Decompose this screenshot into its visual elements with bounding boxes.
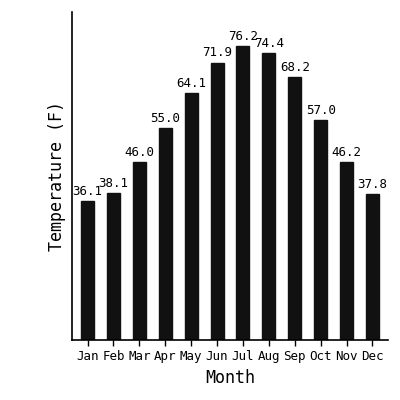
Bar <box>159 128 172 340</box>
Bar <box>314 120 327 340</box>
Text: 38.1: 38.1 <box>98 177 128 190</box>
Bar <box>236 46 250 340</box>
Bar <box>262 53 275 340</box>
Y-axis label: Temperature (F): Temperature (F) <box>48 101 66 251</box>
Bar <box>288 77 301 340</box>
Text: 55.0: 55.0 <box>150 112 180 125</box>
Text: 46.2: 46.2 <box>332 146 362 159</box>
Bar <box>81 201 94 340</box>
Text: 64.1: 64.1 <box>176 76 206 90</box>
Text: 37.8: 37.8 <box>358 178 388 191</box>
Bar <box>366 194 379 340</box>
X-axis label: Month: Month <box>205 369 255 387</box>
Text: 36.1: 36.1 <box>72 185 102 198</box>
Text: 46.0: 46.0 <box>124 146 154 160</box>
Text: 74.4: 74.4 <box>254 37 284 50</box>
Bar <box>185 93 198 340</box>
Bar <box>210 62 224 340</box>
Text: 76.2: 76.2 <box>228 30 258 43</box>
Bar <box>133 162 146 340</box>
Text: 68.2: 68.2 <box>280 61 310 74</box>
Text: 71.9: 71.9 <box>202 46 232 60</box>
Text: 57.0: 57.0 <box>306 104 336 117</box>
Bar <box>107 193 120 340</box>
Bar <box>340 162 353 340</box>
